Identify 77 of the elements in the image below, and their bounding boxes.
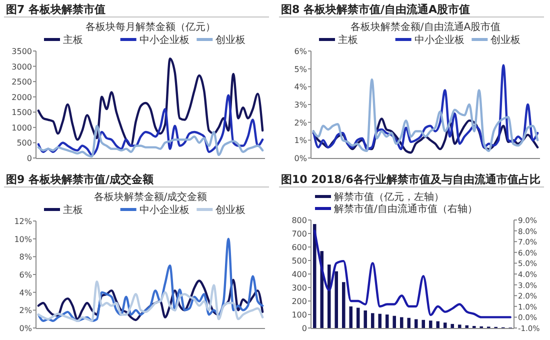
y-tick-label: 2000 [12, 92, 32, 102]
line-series [37, 238, 264, 322]
y-tick-label: 1000 [12, 123, 32, 132]
line-series [312, 64, 539, 150]
y-tick-label: 400 [292, 270, 307, 279]
chart-subtitle: 各板块每月解禁金额（亿元） [86, 21, 216, 33]
y-tick-label: 6% [294, 47, 308, 56]
bar [422, 320, 426, 328]
bar [364, 310, 368, 328]
bar [400, 317, 404, 328]
y-tick-label: 500 [292, 256, 307, 266]
line-series [312, 78, 539, 152]
bar [342, 282, 346, 328]
bar [465, 325, 469, 328]
y-tick-label: 600 [292, 243, 307, 252]
legend-label: 主板 [63, 204, 83, 216]
y-tick-label: 12% [14, 217, 32, 226]
line-series [37, 94, 264, 156]
y-tick-label: 1500 [12, 108, 32, 118]
legend-label: 中小企业板 [139, 204, 190, 216]
legend-label: 主板 [338, 34, 358, 46]
y-tick-label: 800 [292, 216, 307, 225]
legend-label: 主板 [63, 34, 83, 46]
y-tick-label: 200 [292, 297, 307, 306]
legend-label: 中小企业板 [414, 34, 464, 46]
y-tick-label: 10% [14, 234, 32, 244]
line-series [37, 58, 264, 147]
chart-subtitle: 各板块解禁金额/自由流通A股市值 [350, 21, 501, 33]
bar [392, 316, 396, 328]
y-tick-label: 4% [19, 288, 32, 298]
y-tick-label: 100 [292, 310, 307, 320]
y-tick-label: 0 [302, 324, 307, 333]
bar [443, 322, 447, 328]
legend-label: 创业板 [216, 34, 246, 46]
y-tick-label: 3000 [12, 62, 32, 72]
line-series [312, 118, 539, 154]
y-tick-label: 0% [294, 154, 308, 163]
y-tick-label: 0% [19, 324, 32, 333]
line-series [314, 230, 512, 318]
legend-label: 创业板 [216, 204, 246, 216]
bar [334, 271, 338, 328]
bar [458, 324, 462, 328]
legend-label: 解禁市值（亿元，左轴） [334, 191, 444, 203]
y-tick-label: 1% [294, 136, 308, 146]
y-tick-label: 500 [16, 138, 32, 148]
y-tick-label: 4% [294, 82, 308, 92]
chart-title: 图8 各板块解禁市值/自由流通A股市值 [281, 3, 470, 16]
y-tick-label: 2500 [12, 78, 32, 87]
bar [356, 308, 360, 328]
y-tick-label: 5% [294, 64, 308, 74]
chart-title: 图10 2018/6各行业解禁市值及与自由流通市值占比 [281, 173, 540, 186]
chart-title: 图7 各板块解禁市值 [6, 3, 106, 16]
y-tick-label: 0 [26, 154, 32, 163]
bar [450, 324, 454, 328]
bar [414, 319, 418, 328]
chart-subtitle: 各板块解禁金额/成交金额 [94, 191, 208, 203]
bar [349, 306, 353, 328]
bar [370, 313, 374, 328]
bar [312, 224, 316, 328]
legend-label: 创业板 [490, 34, 521, 46]
y-tick-label: 3% [294, 100, 308, 110]
bar [428, 320, 432, 328]
bar [327, 264, 331, 328]
y-tick-label: 2% [294, 118, 308, 128]
y-tick-label: 3500 [12, 47, 32, 56]
bar [378, 314, 382, 328]
bar [385, 314, 389, 328]
chart-title: 图9 各板块解禁市值/成交金额 [6, 173, 154, 186]
y-tick-label: 2% [19, 306, 32, 316]
y-tick-label: 700 [292, 230, 307, 238]
bar [436, 321, 440, 328]
bar [407, 318, 411, 328]
legend-label: 解禁市值/自由流通市值（右轴） [334, 203, 478, 215]
y-tick-label: 6% [19, 270, 32, 280]
y-tick-label: 300 [292, 284, 307, 292]
y-tick-label: 8% [19, 252, 32, 262]
legend-label: 中小企业板 [139, 34, 190, 46]
